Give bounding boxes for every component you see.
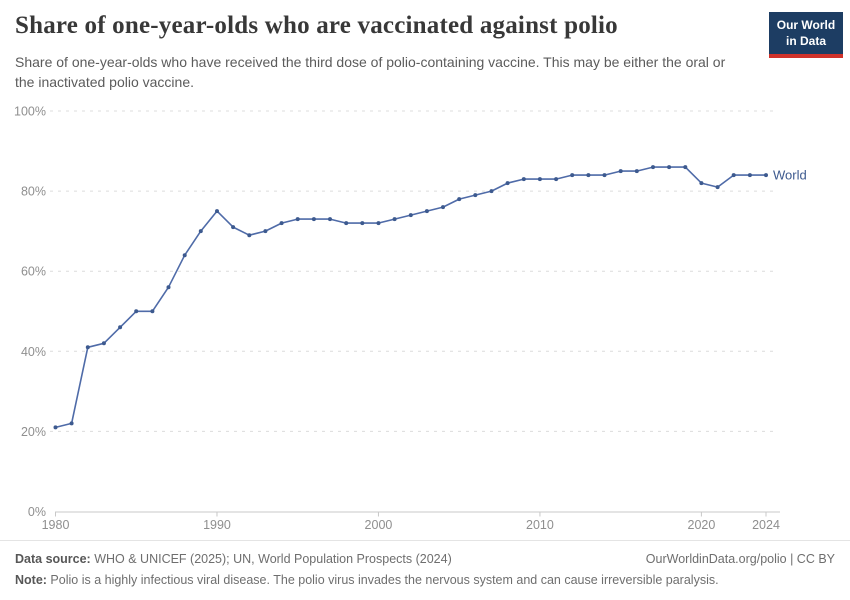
data-point [489, 189, 494, 194]
x-tick-label: 2000 [365, 518, 393, 532]
data-point [699, 181, 704, 186]
y-tick-label: 40% [21, 345, 46, 359]
data-point [537, 177, 542, 182]
y-tick-label: 20% [21, 425, 46, 439]
data-point [764, 173, 768, 178]
data-point [182, 253, 187, 258]
data-point [85, 345, 90, 350]
data-point [231, 225, 236, 230]
x-tick-label: 2010 [526, 518, 554, 532]
data-point [586, 173, 591, 178]
data-point [166, 285, 171, 290]
data-point [295, 217, 300, 222]
x-tick-label: 1980 [42, 518, 70, 532]
world-line [55, 166, 766, 429]
x-tick-label: 2024 [752, 518, 780, 532]
data-point [554, 177, 559, 182]
data-source-line: Data source: WHO & UNICEF (2025); UN, Wo… [15, 550, 452, 568]
data-point [457, 197, 462, 202]
data-point [279, 221, 284, 226]
note-text: Polio is a highly infectious viral disea… [46, 573, 719, 588]
data-point [198, 229, 203, 234]
x-tick-label: 1990 [203, 518, 231, 532]
chart-subtitle: Share of one-year-olds who have received… [15, 54, 726, 91]
data-point [521, 177, 526, 182]
data-point [505, 181, 510, 186]
data-point [263, 229, 268, 234]
data-point [731, 173, 736, 178]
data-point [376, 221, 381, 226]
owid-logo[interactable]: Our World in Data [769, 12, 843, 59]
data-point [101, 341, 106, 346]
y-tick-label: 0% [28, 505, 46, 519]
data-point [408, 213, 413, 218]
data-point [392, 217, 397, 222]
data-point [634, 169, 639, 174]
y-tick-label: 60% [21, 265, 46, 279]
y-tick-label: 100% [14, 105, 46, 119]
data-point [473, 193, 478, 198]
data-point [747, 173, 752, 178]
series-label: World [773, 168, 807, 183]
data-point [618, 169, 623, 174]
data-point [150, 309, 155, 314]
data-source-label: Data source: [15, 552, 91, 566]
note-label: Note: [15, 573, 47, 588]
data-point [667, 165, 672, 170]
data-point [53, 425, 58, 430]
data-point [441, 205, 445, 210]
data-point [683, 165, 688, 170]
footer: Data source: WHO & UNICEF (2025); UN, Wo… [0, 540, 850, 589]
note-line: Note: Polio is a highly infectious viral… [15, 571, 835, 589]
data-point [602, 173, 607, 178]
page-title: Share of one-year-olds who are vaccinate… [15, 12, 618, 39]
line-chart: 0% 20% 40% 60% 80% 100% 1980 1990 2000 2010 2020 20… [14, 105, 807, 533]
x-tick-label: 2020 [688, 518, 716, 532]
data-point [215, 209, 219, 214]
data-point [424, 209, 429, 214]
data-point [118, 325, 123, 330]
data-point [651, 165, 655, 170]
data-point [134, 309, 139, 314]
data-point [311, 217, 316, 222]
data-source-text: WHO & UNICEF (2025); UN, World Populatio… [90, 552, 452, 566]
y-tick-label: 80% [21, 185, 46, 199]
owid-logo-line1: Our World [776, 18, 836, 32]
owid-logo-line2: in Data [785, 33, 826, 48]
data-point [715, 185, 720, 190]
data-point [247, 233, 252, 238]
data-point [570, 173, 575, 178]
data-point [69, 421, 74, 426]
data-point [328, 217, 332, 222]
data-point [360, 221, 365, 226]
data-point [344, 221, 349, 226]
owid-license-link[interactable]: OurWorldinData.org/polio | CC BY [645, 552, 835, 566]
